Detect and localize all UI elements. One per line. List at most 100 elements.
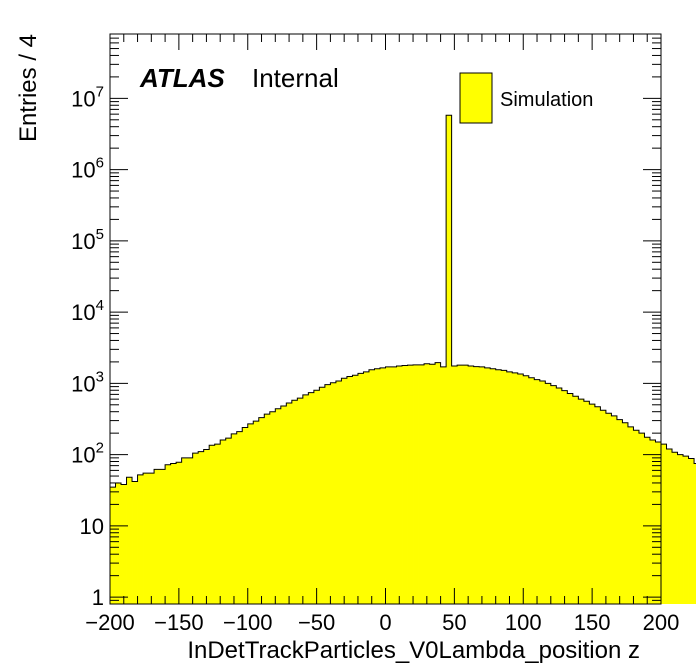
histogram-bar bbox=[583, 401, 590, 604]
histogram-bar bbox=[556, 388, 563, 604]
x-tick-label: −200 bbox=[85, 610, 135, 635]
histogram-bar bbox=[572, 396, 579, 604]
histogram-bar bbox=[209, 445, 216, 604]
histogram-bar bbox=[330, 382, 337, 604]
histogram-bar bbox=[638, 433, 645, 604]
histogram-bar bbox=[633, 430, 640, 604]
y-tick-label: 10 bbox=[80, 514, 104, 539]
histogram-bar bbox=[512, 372, 519, 604]
internal-label: Internal bbox=[252, 63, 339, 93]
histogram-bar bbox=[385, 366, 392, 604]
histogram-bar bbox=[666, 448, 673, 604]
y-tick-label: 106 bbox=[71, 155, 104, 183]
histogram-bar bbox=[495, 369, 502, 604]
histogram-bar bbox=[567, 393, 574, 604]
histogram-bar bbox=[468, 366, 475, 604]
histogram-bar bbox=[137, 474, 144, 604]
histogram-bar bbox=[413, 364, 419, 604]
histogram-bar bbox=[225, 438, 232, 604]
histogram-bar bbox=[203, 449, 210, 604]
y-tick-label: 102 bbox=[71, 440, 104, 468]
histogram-bars bbox=[109, 114, 696, 604]
histogram-bar bbox=[517, 374, 524, 604]
histogram-bar bbox=[391, 366, 397, 604]
histogram-bar bbox=[352, 375, 359, 604]
x-tick-label: 100 bbox=[505, 610, 542, 635]
histogram-bar bbox=[286, 402, 293, 604]
histogram-bar bbox=[264, 414, 271, 604]
histogram-bar bbox=[313, 390, 320, 604]
histogram-bar bbox=[616, 419, 623, 604]
legend-swatch bbox=[459, 72, 493, 124]
histogram-bar bbox=[561, 390, 568, 604]
histogram-bar bbox=[302, 394, 309, 604]
histogram-bar bbox=[473, 366, 480, 604]
histogram-bar bbox=[611, 415, 618, 604]
histogram-bar bbox=[627, 426, 634, 604]
histogram-bar bbox=[253, 421, 260, 604]
histogram-bar bbox=[220, 440, 227, 604]
histogram-bar bbox=[672, 452, 678, 604]
legend-label: Simulation bbox=[500, 89, 593, 111]
histogram-bar bbox=[407, 365, 414, 604]
histogram-bar bbox=[451, 366, 458, 604]
x-tick-label: 200 bbox=[643, 610, 680, 635]
histogram-bar bbox=[589, 404, 596, 604]
histogram-bar bbox=[523, 375, 530, 604]
histogram-bar bbox=[418, 364, 425, 604]
histogram-bar bbox=[214, 444, 221, 604]
histogram-outline bbox=[109, 114, 696, 604]
histogram-bar bbox=[457, 365, 464, 604]
histogram-bar bbox=[187, 457, 194, 604]
histogram-bar bbox=[435, 362, 441, 604]
histogram-bar bbox=[275, 408, 282, 604]
histogram-bar bbox=[600, 410, 607, 604]
histogram-bar bbox=[506, 371, 513, 604]
histogram-bar bbox=[694, 463, 696, 604]
histogram-bar bbox=[291, 400, 298, 604]
x-axis-title: InDetTrackParticles_V0Lambda_position z bbox=[187, 637, 640, 664]
histogram-bar bbox=[143, 473, 149, 604]
histogram-bar bbox=[683, 456, 689, 604]
histogram-bar bbox=[280, 406, 287, 604]
histogram-bar bbox=[165, 464, 172, 604]
x-tick-label: 0 bbox=[379, 610, 391, 635]
histogram-bar bbox=[655, 442, 662, 604]
histogram-bar bbox=[154, 469, 160, 604]
atlas-label: ATLAS bbox=[139, 63, 225, 93]
histogram-bar bbox=[688, 458, 695, 604]
histogram-bar bbox=[379, 367, 386, 604]
histogram-bar bbox=[479, 366, 486, 604]
y-tick-label: 105 bbox=[71, 226, 104, 254]
histogram-bar bbox=[181, 457, 188, 604]
histogram-bar bbox=[501, 370, 508, 604]
histogram-bar bbox=[236, 431, 243, 604]
histogram-bar bbox=[363, 371, 370, 604]
y-tick-label: 104 bbox=[71, 297, 104, 325]
histogram-bar bbox=[242, 427, 249, 604]
y-tick-labels: 1 10 102 103 104 105 106 107 bbox=[71, 83, 104, 610]
histogram-bar bbox=[126, 477, 133, 604]
histogram-bar bbox=[649, 440, 656, 604]
histogram-bar bbox=[368, 369, 375, 604]
histogram-bar bbox=[357, 373, 364, 604]
histogram-bar bbox=[462, 365, 469, 604]
x-tick-label: −50 bbox=[298, 610, 335, 635]
histogram-bar bbox=[440, 366, 447, 604]
y-tick-label: 1 bbox=[92, 585, 104, 610]
histogram-bar bbox=[490, 368, 497, 604]
x-tick-labels: −200 −150 −100 −50 0 50 100 150 200 bbox=[85, 610, 679, 635]
x-tick-label: 50 bbox=[442, 610, 466, 635]
histogram-bar bbox=[677, 454, 684, 604]
histogram-bar bbox=[622, 422, 629, 604]
x-tick-label: 150 bbox=[574, 610, 611, 635]
histogram-bar bbox=[324, 384, 331, 604]
histogram-bar bbox=[247, 423, 254, 604]
histogram-bar bbox=[534, 379, 541, 604]
histogram-bar bbox=[231, 433, 238, 604]
histogram-bar bbox=[132, 481, 138, 604]
y-axis-title: Entries / 4 bbox=[15, 34, 42, 142]
y-tick-label: 107 bbox=[71, 83, 104, 111]
histogram-bar bbox=[170, 463, 177, 604]
